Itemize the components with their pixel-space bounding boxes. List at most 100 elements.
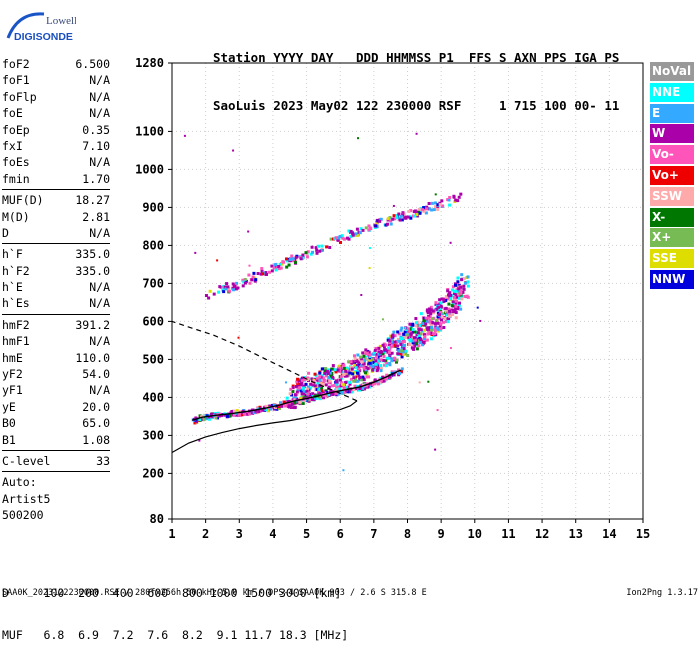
echo-point <box>301 379 305 383</box>
echo-point <box>436 311 440 315</box>
echo-point <box>284 404 288 408</box>
echo-point <box>476 306 479 309</box>
echo-point <box>321 376 325 380</box>
echo-point <box>465 294 469 298</box>
echo-point <box>341 371 345 375</box>
echo-point <box>415 132 418 135</box>
echo-point <box>374 362 378 366</box>
echo-point <box>459 289 463 293</box>
echo-point <box>291 386 295 390</box>
echo-point <box>386 217 390 221</box>
parameter-row: fmin 1.70 <box>2 171 110 187</box>
echo-point <box>348 380 352 384</box>
echo-point <box>424 211 428 215</box>
echo-point <box>436 317 440 321</box>
echo-point <box>434 205 438 209</box>
x-tick-label: 13 <box>568 527 582 541</box>
echo-point <box>378 376 382 380</box>
echo-point <box>300 381 304 385</box>
echo-point <box>350 365 354 369</box>
echo-point <box>358 377 362 381</box>
echo-point <box>232 149 235 152</box>
echo-point <box>375 222 379 226</box>
parameter-row: hmE 110.0 <box>2 350 110 366</box>
echo-point <box>400 367 404 371</box>
echo-point <box>261 408 265 412</box>
echo-point <box>375 355 379 359</box>
echo-point <box>259 272 263 276</box>
echo-point <box>384 359 388 363</box>
echo-point <box>410 330 414 334</box>
echo-point <box>367 375 371 379</box>
y-tick-label: 500 <box>142 352 164 366</box>
echo-point <box>318 375 322 379</box>
echo-point <box>306 385 310 389</box>
echo-point <box>419 328 423 332</box>
echo-point <box>413 214 417 218</box>
parameter-value: 391.2 <box>75 317 110 332</box>
echo-point <box>314 246 318 250</box>
echo-point <box>415 212 419 216</box>
echo-point <box>374 365 378 369</box>
echo-point <box>368 353 372 357</box>
parameter-row: foE N/A <box>2 105 110 121</box>
echo-point <box>423 335 427 339</box>
echo-point <box>387 351 391 355</box>
echo-point <box>457 304 461 308</box>
echo-point <box>360 378 364 382</box>
echo-point <box>459 307 463 311</box>
echo-point <box>415 347 419 351</box>
parameter-name: yF2 <box>2 367 23 382</box>
y-tick-label: 400 <box>142 390 164 404</box>
echo-point <box>423 339 427 343</box>
echo-point <box>400 355 404 359</box>
echo-point <box>299 389 303 393</box>
echo-point <box>401 211 405 215</box>
parameter-name: foE <box>2 106 23 121</box>
echo-point <box>375 353 379 357</box>
echo-point <box>429 308 433 312</box>
echo-point <box>421 208 425 212</box>
echo-point <box>425 338 429 342</box>
echo-point <box>430 322 434 326</box>
echo-point <box>363 387 367 391</box>
echo-point <box>447 314 451 318</box>
echo-point <box>414 324 418 328</box>
echo-point <box>336 385 340 389</box>
echo-point <box>329 237 333 241</box>
echo-point <box>446 297 450 301</box>
echo-point <box>342 366 346 370</box>
echo-point <box>350 361 354 365</box>
echo-point <box>198 439 201 442</box>
echo-point <box>361 351 365 355</box>
echo-point <box>301 386 305 390</box>
echo-point <box>418 324 422 328</box>
echo-point <box>272 266 276 270</box>
echo-point <box>436 409 439 412</box>
echo-point <box>433 329 437 333</box>
echo-point <box>459 285 463 289</box>
echo-point <box>425 308 429 312</box>
echo-point <box>322 379 326 383</box>
echo-point <box>456 285 460 289</box>
echo-point <box>357 388 361 392</box>
echo-point <box>459 192 463 196</box>
echo-point <box>226 414 230 418</box>
echo-point <box>289 387 293 391</box>
echo-point <box>356 353 360 357</box>
parameter-name: B0 <box>2 416 16 431</box>
echo-point <box>419 332 423 336</box>
echo-point <box>293 401 297 405</box>
echo-point <box>417 344 421 348</box>
echo-point <box>335 387 339 391</box>
echo-point <box>328 369 332 373</box>
echo-point <box>331 364 335 368</box>
echo-point <box>327 381 331 385</box>
echo-point <box>232 409 236 413</box>
echo-point <box>405 328 409 332</box>
echo-point <box>230 410 234 414</box>
echo-point <box>427 314 431 318</box>
parameter-value: 65.0 <box>82 416 110 431</box>
echo-point <box>379 380 383 384</box>
echo-point <box>362 354 366 358</box>
